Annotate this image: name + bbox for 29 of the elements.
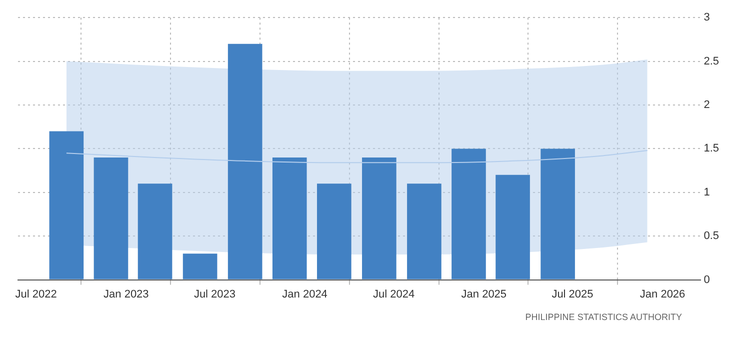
y-tick-label: 0.5: [704, 230, 720, 242]
text: PHILIPPINE STATISTICS AUTHORITY: [524, 312, 682, 322]
bar: [496, 174, 530, 280]
bar: [94, 157, 128, 280]
y-tick-label: 3: [704, 12, 710, 24]
x-tick-label: Jan 2023: [104, 288, 149, 300]
bar: [407, 184, 442, 280]
line-series: [66, 150, 648, 164]
bar: [228, 44, 262, 280]
x-tick-label: Jul 2022: [15, 288, 57, 300]
y-tick-label: 0: [704, 274, 710, 286]
bar: [272, 157, 307, 280]
bar: [182, 254, 218, 280]
x-tick-label: Jan 2026: [640, 288, 686, 300]
bar: [138, 184, 172, 280]
y-tick-label: 1: [704, 186, 710, 198]
x-tick-label: Jul 2024: [373, 288, 415, 300]
x-tick-label: Jan 2024: [282, 288, 328, 300]
bar: [316, 184, 352, 280]
y-tick-label: 1.5: [704, 142, 720, 155]
bar: [452, 148, 486, 280]
y-tick-label: 2.5: [704, 55, 720, 68]
x-tick-label: Jul 2025: [552, 288, 594, 300]
y-tick-label: 2: [704, 99, 710, 112]
bar: [540, 148, 575, 280]
x-tick-label: Jan 2025: [461, 288, 507, 300]
bar: [49, 131, 84, 280]
bar: [362, 157, 396, 280]
x-tick-label: Jul 2023: [194, 288, 236, 300]
